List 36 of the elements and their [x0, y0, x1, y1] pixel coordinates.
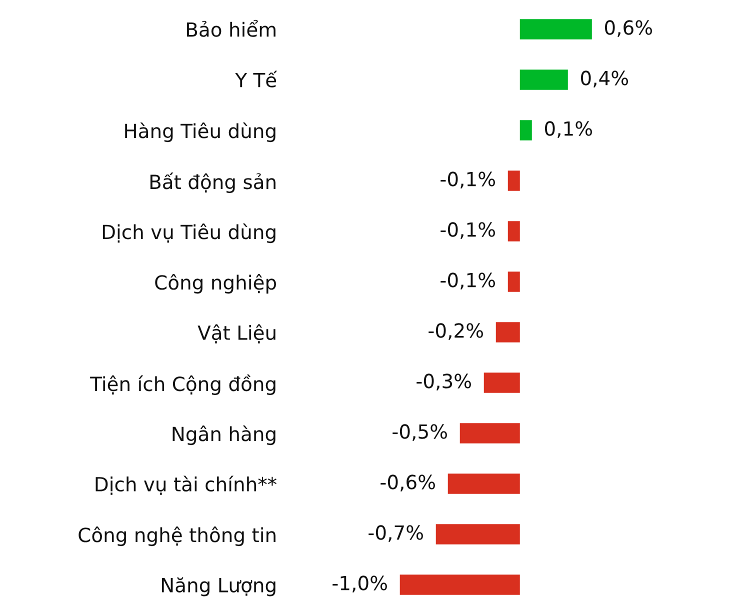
y-tick-label: Tiện ích Cộng đồng — [90, 374, 276, 396]
bar — [520, 19, 592, 40]
y-tick-label: Dịch vụ tài chính** — [96, 476, 277, 495]
bar — [484, 372, 520, 393]
bar — [436, 524, 520, 544]
y-tick-label: Y Tế — [235, 70, 278, 88]
data-label: -0,3% — [416, 374, 472, 390]
y-tick-label: Năng Lượng — [162, 577, 276, 596]
y-tick-label: Bảo hiểm — [187, 20, 276, 37]
bar — [400, 574, 520, 595]
bar — [520, 120, 532, 140]
y-tick-label: Công nghệ thông tin — [78, 526, 276, 546]
data-label: 0,4% — [580, 70, 628, 88]
data-label: -0,5% — [392, 424, 447, 441]
data-label: -0,1% — [440, 172, 496, 188]
bar — [520, 70, 568, 90]
bar — [448, 474, 520, 494]
y-tick-label: Công nghiệp — [155, 274, 276, 294]
y-tick-label: Ngân hàng — [172, 425, 276, 446]
data-label: 0,1% — [544, 121, 592, 138]
bar — [496, 322, 520, 342]
y-tick-label: Hàng Tiêu dùng — [125, 122, 276, 142]
bar — [508, 272, 520, 292]
y-tick-label: Bất động sản — [150, 172, 276, 194]
y-tick-label: Dịch vụ Tiêu dùng — [102, 223, 276, 244]
data-label: -0,6% — [380, 474, 435, 492]
bar — [508, 170, 520, 191]
data-label: -0,2% — [428, 323, 484, 340]
data-label: -0,7% — [368, 525, 423, 542]
data-label: -0,1% — [440, 222, 496, 239]
data-label: -0,1% — [440, 272, 496, 290]
y-tick-label: Vật Liệu — [198, 324, 276, 344]
data-label: 0,6% — [604, 20, 652, 37]
data-label: -1,0% — [332, 576, 387, 592]
bar — [508, 221, 520, 242]
bar — [460, 423, 520, 444]
